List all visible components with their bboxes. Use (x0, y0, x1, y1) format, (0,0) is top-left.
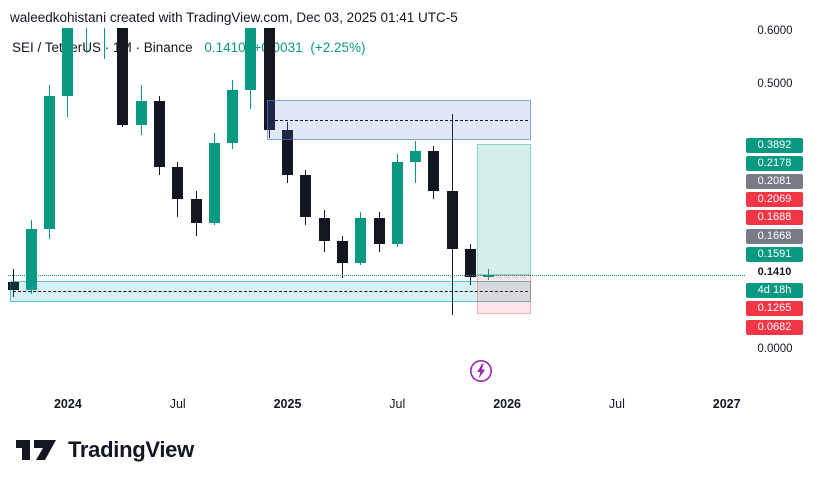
candle (25, 229, 37, 291)
support-zone[interactable] (10, 280, 531, 302)
candle (465, 249, 476, 278)
candle (7, 282, 19, 291)
price-label: 0.1265 (746, 301, 803, 317)
candle (208, 143, 220, 223)
candle (44, 95, 56, 230)
time-axis[interactable]: 2024 Jul 2025 Jul 2026 Jul 2027 (0, 396, 745, 416)
time-axis-label: 2025 (273, 397, 302, 411)
current-price-line (8, 275, 745, 277)
candle (117, 28, 129, 125)
support-midline (13, 291, 528, 293)
tradingview-logomark (16, 440, 56, 460)
candle-wick (104, 28, 105, 59)
candle (153, 100, 165, 168)
candle (410, 151, 422, 162)
candle (172, 167, 184, 199)
candle (373, 217, 385, 244)
candle (483, 275, 495, 278)
price-tick: 0.0000 (757, 343, 793, 355)
countdown-label: 4d 18h (746, 283, 803, 299)
price-label: 0.2081 (746, 173, 803, 189)
time-axis-label: 2027 (712, 397, 741, 411)
candle (227, 90, 239, 144)
price-label: 0.0682 (746, 319, 803, 335)
candle (245, 28, 257, 91)
price-change-pct: (+2.25%) (310, 40, 366, 55)
position-profit-zone[interactable] (477, 143, 531, 276)
price-tick: 0.5000 (757, 78, 793, 90)
candle (428, 151, 440, 191)
candle (318, 217, 330, 242)
candle (263, 28, 275, 131)
tradingview-logo[interactable]: TradingView (16, 434, 194, 466)
flash-icon-svg (470, 360, 492, 382)
attribution-text: waleedkohistani created with TradingView… (10, 10, 458, 25)
position-loss-zone[interactable] (477, 275, 531, 314)
time-axis-label: 2024 (53, 397, 82, 411)
price-label: 0.1591 (746, 246, 803, 262)
candle (135, 100, 147, 125)
price-tick: 0.6000 (757, 25, 793, 37)
price-label: 0.1688 (746, 210, 803, 226)
candle (446, 191, 458, 250)
time-axis-label: Jul (169, 397, 186, 411)
time-axis-label: Jul (608, 397, 625, 411)
candle (391, 161, 403, 244)
candle (62, 28, 74, 96)
candle (190, 198, 202, 223)
price-label: 0.1668 (746, 228, 803, 244)
price-axis[interactable]: 0.6000 0.5000 0.0000 0.3892 0.2178 0.2081 0.20… (744, 0, 828, 483)
candle (300, 175, 312, 218)
time-axis-label: Jul (389, 397, 406, 411)
candle-wick (488, 268, 490, 281)
flash-icon[interactable] (468, 358, 494, 384)
price-label: 0.3892 (746, 137, 803, 153)
price-label: 0.2069 (746, 192, 803, 208)
last-price: 0.1410 (204, 40, 246, 55)
price-label: 0.2178 (746, 155, 803, 171)
price-label: 0.1410 (746, 264, 803, 280)
candle-wick (85, 28, 87, 54)
candle (355, 217, 367, 263)
tradingview-wordmark: TradingView (68, 437, 194, 462)
symbol-title[interactable]: SEI / TetherUS · 1M · Binance (12, 40, 193, 55)
candle (336, 241, 348, 263)
resistance-midline (270, 119, 528, 121)
chart-canvas[interactable] (0, 28, 745, 396)
candle (282, 130, 293, 176)
resistance-zone[interactable] (267, 99, 531, 141)
time-axis-label: 2026 (493, 397, 521, 411)
